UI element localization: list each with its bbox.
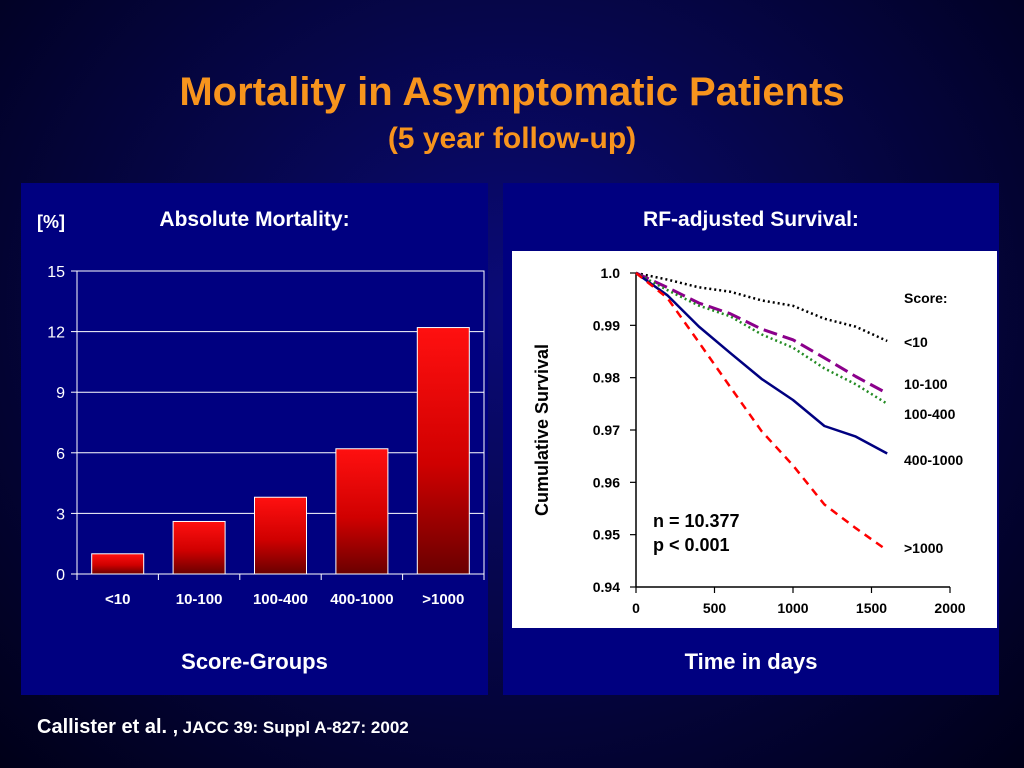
y-tick-label: 3 [56, 506, 65, 523]
x-tick-label: 0 [632, 600, 640, 616]
y-tick-label: 0.98 [593, 370, 620, 386]
slide-title: Mortality in Asymptomatic Patients [179, 70, 845, 114]
y-tick-label: 15 [47, 264, 65, 281]
x-tick-label: 2000 [934, 600, 965, 616]
legend-title: Score: [904, 290, 948, 306]
y-tick-label: 0.94 [593, 579, 620, 595]
slide-subtitle: (5 year follow-up) [387, 122, 637, 155]
mortality-bar-chart: 0 3 6 9 12 15 <10 10-100 100-400 400-1000 >1000 [47, 264, 485, 608]
series-label: 100-400 [904, 406, 956, 422]
time-in-days-label: Time in days [684, 649, 818, 674]
absolute-mortality-panel: [%] Absolute Mortality: 0 3 6 9 12 15 <10 10-10… [21, 183, 488, 695]
y-unit-label: [%] [37, 212, 65, 232]
series-label: 10-100 [904, 376, 948, 392]
x-tick-label: >1000 [422, 591, 464, 608]
series-label: <10 [904, 334, 928, 350]
citation-journal: JACC 39: Suppl A-827: 2002 [182, 718, 409, 737]
rf-adjusted-survival-panel: RF-adjusted Survival: 0.94 0.95 0.96 0.97 0.… [503, 183, 999, 695]
y-tick-label: 9 [56, 385, 65, 402]
y-tick-label: 0.96 [593, 474, 620, 490]
x-tick-label: 1000 [777, 600, 808, 616]
bar [254, 496, 307, 575]
survival-line-chart: 0.94 0.95 0.96 0.97 0.98 0.99 1.0 0 500 1000 1500 2… [532, 265, 966, 616]
citation: Callister et al. , JACC 39: Suppl A-827:… [37, 716, 409, 739]
x-tick-label: <10 [105, 591, 130, 608]
y-tick-label: 0.95 [593, 527, 620, 543]
score-groups-label: Score-Groups [181, 649, 328, 674]
survival-plot-area: 0.94 0.95 0.96 0.97 0.98 0.99 1.0 0 500 1000 1500 2… [512, 251, 997, 628]
x-tick-label: 10-100 [176, 591, 223, 608]
survival-curve [635, 272, 888, 552]
y-tick-label: 0.97 [593, 422, 620, 438]
bar [335, 448, 389, 575]
series-label: >1000 [904, 540, 944, 556]
x-tick-label: 400-1000 [330, 591, 393, 608]
survival-curve [635, 271, 888, 395]
y-tick-label: 6 [56, 446, 65, 463]
series-label: 400-1000 [904, 452, 963, 468]
bar [172, 520, 226, 575]
y-tick-label: 0.99 [593, 317, 620, 333]
bar [91, 553, 145, 575]
bar [416, 327, 470, 575]
x-tick-label: 1500 [856, 600, 887, 616]
y-tick-label: 12 [47, 325, 65, 342]
citation-authors: Callister et al. , [37, 716, 179, 738]
p-value-label: p < 0.001 [653, 535, 730, 555]
y-tick-label: 1.0 [601, 265, 621, 281]
x-tick-label: 100-400 [253, 591, 308, 608]
absolute-mortality-title: Absolute Mortality: [159, 208, 350, 231]
survival-curve [635, 271, 888, 455]
survival-curve [635, 271, 888, 405]
x-tick-label: 500 [703, 600, 727, 616]
survival-curve [635, 271, 888, 343]
rf-adjusted-survival-title: RF-adjusted Survival: [643, 208, 859, 231]
y-axis-label: Cumulative Survival [532, 344, 552, 516]
y-tick-label: 0 [56, 567, 65, 584]
sample-size-label: n = 10.377 [653, 511, 740, 531]
